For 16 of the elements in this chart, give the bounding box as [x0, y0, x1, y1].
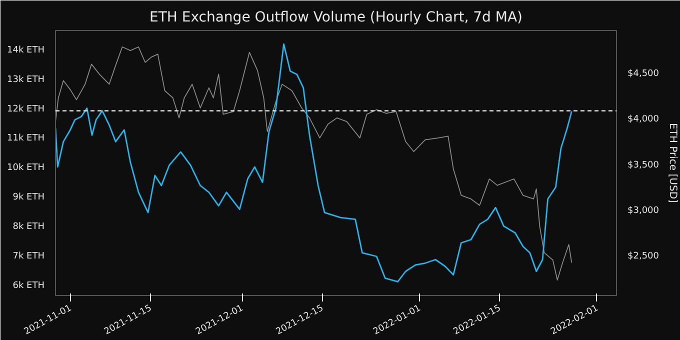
y2-tick-label: $4,000: [628, 114, 660, 125]
y-tick-label: 7k ETH: [12, 251, 45, 262]
y2-tick-label: $3,500: [628, 160, 660, 170]
y-tick-label: 9k ETH: [12, 192, 45, 203]
y2-tick-label: $3,000: [628, 206, 660, 216]
y-tick-label: 14k ETH: [7, 46, 45, 56]
y2-axis-title: ETH Price [USD]: [666, 123, 678, 204]
chart-title: ETH Exchange Outflow Volume (Hourly Chart, 7d MA): [150, 10, 522, 26]
y-tick-label: 13k ETH: [7, 74, 45, 85]
y2-tick-label: $2,500: [628, 251, 660, 262]
y-tick-label: 8k ETH: [12, 222, 45, 232]
y-tick-label: 11k ETH: [7, 134, 45, 144]
y-tick-label: 12k ETH: [7, 104, 45, 114]
y-tick-label: 10k ETH: [7, 163, 45, 174]
y2-tick-label: $4,500: [628, 69, 660, 80]
y-tick-label: 6k ETH: [12, 280, 45, 291]
